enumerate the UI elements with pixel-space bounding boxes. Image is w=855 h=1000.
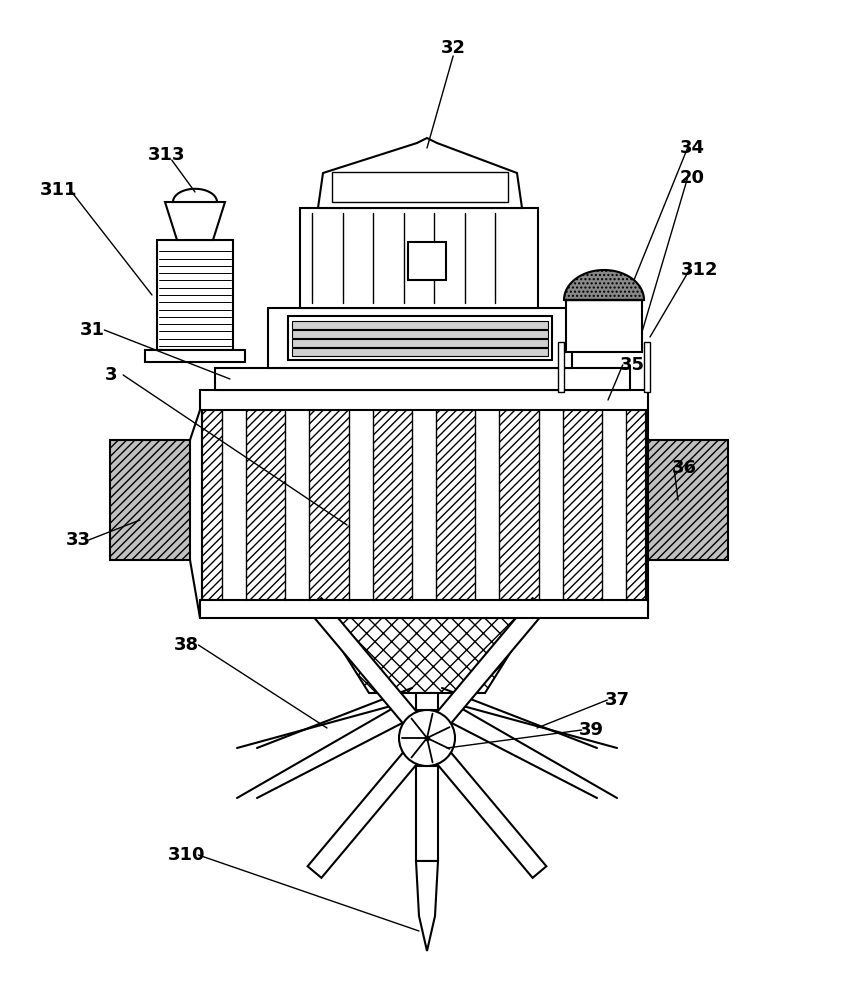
Circle shape <box>399 710 455 766</box>
Bar <box>416 766 438 861</box>
Bar <box>300 208 538 308</box>
Polygon shape <box>322 618 532 693</box>
Bar <box>416 693 438 710</box>
Bar <box>292 321 548 329</box>
Bar <box>475 411 499 599</box>
Text: 37: 37 <box>604 691 630 709</box>
Text: 34: 34 <box>680 139 705 157</box>
Text: 311: 311 <box>39 181 77 199</box>
Polygon shape <box>420 732 546 878</box>
Polygon shape <box>308 598 433 744</box>
Text: 313: 313 <box>148 146 186 164</box>
Bar <box>202 410 646 600</box>
Text: 32: 32 <box>440 39 466 57</box>
Polygon shape <box>564 270 644 300</box>
Bar <box>145 350 245 362</box>
Text: 310: 310 <box>168 846 205 864</box>
Bar <box>349 411 373 599</box>
Bar <box>200 390 648 410</box>
Text: 20: 20 <box>680 169 705 187</box>
Text: 312: 312 <box>681 261 718 279</box>
Bar <box>285 411 310 599</box>
Bar <box>292 348 548 356</box>
Bar <box>292 339 548 347</box>
Text: 33: 33 <box>66 531 91 549</box>
Bar <box>268 308 572 368</box>
Bar <box>602 411 627 599</box>
Bar <box>200 600 648 618</box>
Polygon shape <box>318 138 522 208</box>
Bar <box>408 242 446 280</box>
Bar <box>292 330 548 338</box>
Bar <box>215 368 630 390</box>
Bar <box>288 316 552 360</box>
Bar <box>412 411 436 599</box>
Bar <box>648 440 728 560</box>
Text: 39: 39 <box>579 721 604 739</box>
Bar <box>644 342 650 392</box>
Bar <box>558 342 564 392</box>
Text: 31: 31 <box>80 321 105 339</box>
Text: 38: 38 <box>174 636 199 654</box>
Polygon shape <box>416 861 438 951</box>
Text: 36: 36 <box>671 459 697 477</box>
Bar <box>157 240 233 350</box>
Polygon shape <box>420 598 546 744</box>
Text: 3: 3 <box>105 366 117 384</box>
Bar <box>221 411 245 599</box>
Text: 35: 35 <box>620 356 646 374</box>
Bar <box>332 172 508 202</box>
Bar <box>539 411 563 599</box>
Bar <box>110 440 190 560</box>
Polygon shape <box>165 202 225 240</box>
Polygon shape <box>308 732 433 878</box>
Polygon shape <box>173 189 217 202</box>
Bar <box>566 300 642 352</box>
